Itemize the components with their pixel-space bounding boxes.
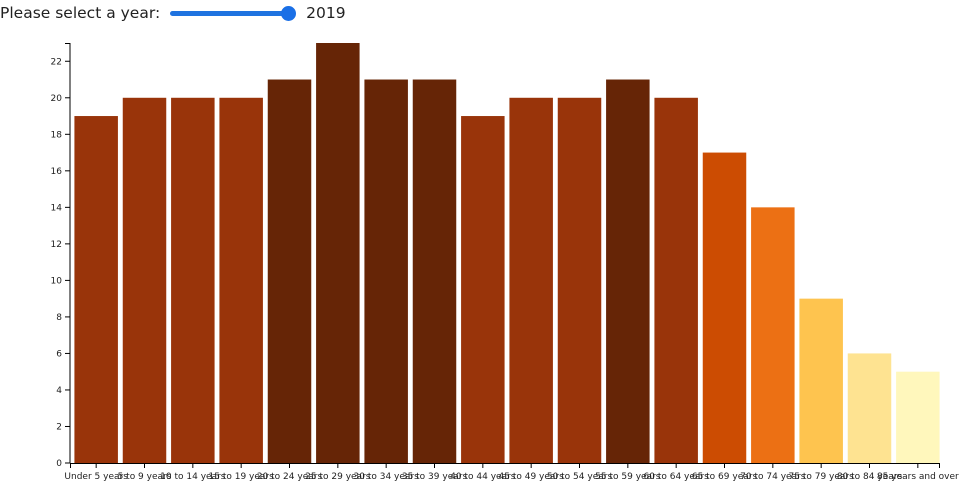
y-tick-label: 2 [56, 422, 62, 432]
bar-15 [799, 298, 843, 463]
y-tick-label: 0 [56, 459, 62, 469]
year-slider-thumb[interactable] [281, 6, 297, 21]
y-axis: 0 2 4 6 8 10 12 14 16 18 20 22 [51, 43, 71, 469]
bar-4 [267, 79, 312, 464]
year-slider[interactable] [168, 5, 297, 21]
y-tick-label: 6 [56, 349, 62, 359]
bar-5 [316, 43, 360, 463]
x-tick-label: 55 to 59 years [595, 472, 661, 482]
x-tick-label: 45 to 49 years [499, 472, 565, 482]
x-tick-label: Under 5 years [64, 472, 128, 482]
x-tick-label: 20 to 24 years [257, 472, 323, 482]
bar-17 [896, 371, 940, 463]
y-tick-label: 18 [51, 130, 63, 140]
bar-8 [461, 116, 505, 463]
x-tick-label: 35 to 39 years [402, 472, 468, 482]
bar-11 [606, 79, 650, 464]
year-value: 2019 [306, 4, 346, 22]
bar-6 [364, 79, 408, 464]
x-tick-label: 60 to 64 years [644, 472, 710, 482]
year-slider-track[interactable] [170, 11, 295, 16]
y-tick-label: 20 [51, 94, 63, 104]
x-tick-label: 65 to 69 years [692, 472, 758, 482]
x-tick-label: 80 to 84 years [837, 472, 903, 482]
x-tick-label: 70 to 74 years [740, 472, 806, 482]
bars-group [74, 43, 940, 464]
bar-13 [702, 152, 747, 463]
x-tick-label: 50 to 54 years [547, 472, 613, 482]
y-tick-label: 14 [51, 203, 63, 213]
y-tick-label: 12 [51, 240, 62, 250]
x-tick-label: 85 years and over [877, 472, 959, 482]
bar-10 [557, 97, 602, 463]
x-tick-label: 10 to 14 years [160, 472, 226, 482]
bar-3 [219, 97, 263, 463]
x-tick-label: 30 to 34 years [354, 472, 420, 482]
bar-14 [751, 207, 795, 463]
y-tick-label: 22 [51, 57, 62, 67]
x-tick-label: 5 to 9 years [118, 472, 172, 482]
bar-0 [74, 116, 118, 463]
year-control: Please select a year: 2019 [0, 0, 346, 26]
bar-9 [509, 97, 553, 463]
bar-7 [412, 79, 457, 464]
y-tick-label: 10 [51, 276, 63, 286]
x-tick-label: 75 to 79 years [789, 472, 855, 482]
y-tick-label: 8 [56, 313, 62, 323]
bar-2 [171, 97, 215, 463]
bar-16 [847, 353, 892, 463]
y-tick-label: 16 [51, 167, 63, 177]
y-tick-label: 4 [56, 386, 62, 396]
bar-12 [654, 97, 698, 463]
bar-1 [122, 97, 167, 463]
x-tick-label: 15 to 19 years [209, 472, 275, 482]
year-select-label: Please select a year: [0, 4, 161, 22]
x-tick-label: 40 to 44 years [450, 472, 516, 482]
x-tick-label: 25 to 29 years [305, 472, 371, 482]
